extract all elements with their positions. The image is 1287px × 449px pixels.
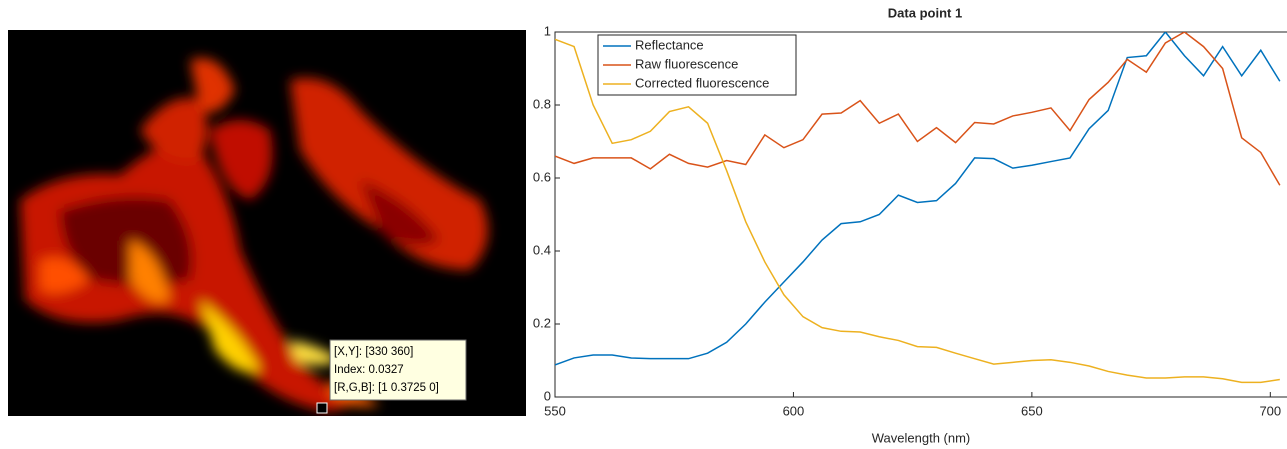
x-tick-label: 650 [1021, 403, 1043, 418]
datatip: [X,Y]: [330 360] Index: 0.0327 [R,G,B]: … [316, 339, 467, 414]
datatip-line: Index: 0.0327 [334, 364, 404, 376]
chart-title: Data point 1 [888, 5, 962, 20]
y-tick-label: 0 [544, 388, 551, 403]
y-tick-label: 0.8 [533, 96, 551, 111]
legend-label: Raw fluorescence [635, 56, 738, 71]
legend-label: Reflectance [635, 37, 704, 52]
y-tick-label: 0.6 [533, 169, 551, 184]
datatip-box [329, 339, 467, 401]
datatip-line: [R,G,B]: [1 0.3725 0] [334, 382, 439, 394]
y-tick-label: 0.4 [533, 242, 551, 257]
plot-area: 0 0.2 0.4 0.6 0.8 1 550 600 650 700 Reflectance Raw… [533, 23, 1287, 418]
datatip-line: [X,Y]: [330 360] [334, 346, 413, 358]
x-axis-label: Wavelength (nm) [872, 430, 971, 445]
series-line [555, 32, 1281, 186]
legend-label: Corrected fluorescence [635, 75, 769, 90]
series-line [555, 38, 1280, 384]
x-tick-label: 600 [783, 403, 805, 418]
heatmap-image: [X,Y]: [330 360] Index: 0.0327 [R,G,B]: … [8, 30, 526, 416]
y-tick-label: 0.2 [533, 315, 551, 330]
y-tick-label: 1 [544, 23, 551, 38]
lines [555, 32, 1281, 384]
x-tick-label: 700 [1259, 403, 1281, 418]
x-tick-label: 550 [544, 403, 566, 418]
datatip-marker [316, 402, 328, 414]
series-line [555, 32, 1281, 366]
